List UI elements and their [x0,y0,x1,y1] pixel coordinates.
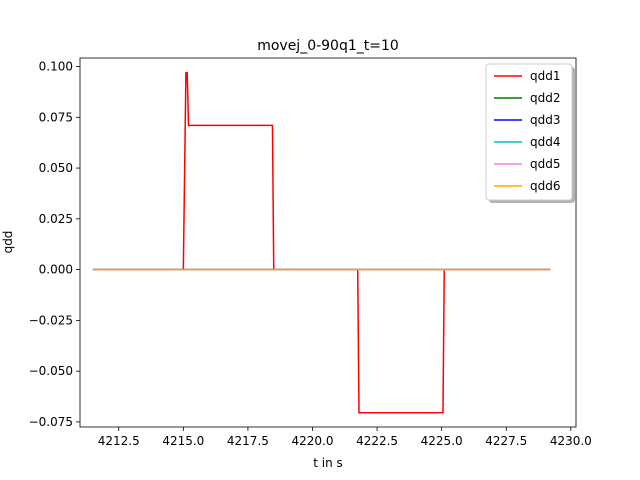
y-tick-label: 0.025 [39,212,73,226]
x-tick-label: 4222.5 [356,434,398,448]
x-axis: 4212.5 4215.0 4217.5 4220.0 4222.5 4225.0 4227… [98,427,592,448]
x-tick-label: 4215.0 [162,434,204,448]
y-tick-label: −0.075 [29,415,73,429]
legend-label-qdd4: qdd4 [530,135,561,149]
y-tick-label: 0.050 [39,161,73,175]
y-tick-label: 0.000 [39,263,73,277]
legend-label-qdd5: qdd5 [530,157,561,171]
x-axis-title: t in s [313,456,343,470]
x-tick-label: 4212.5 [98,434,140,448]
x-tick-label: 4227.5 [485,434,527,448]
y-axis-title: qdd [1,231,15,254]
y-axis: −0.075 −0.050 −0.025 0.000 0.025 0.050 0.075 0.… [29,60,80,429]
x-tick-label: 4217.5 [227,434,269,448]
legend-label-qdd1: qdd1 [530,69,561,83]
x-tick-label: 4220.0 [292,434,334,448]
series-layer [92,71,551,414]
legend-label-qdd2: qdd2 [530,91,561,105]
plot-area-frame [79,57,577,428]
y-tick-label: 0.075 [39,110,73,124]
y-tick-label: 0.100 [39,60,73,74]
x-tick-label: 4230.0 [550,434,592,448]
series-line-qdd1 [92,71,551,414]
y-tick-label: −0.025 [29,313,73,327]
legend-label-qdd6: qdd6 [530,179,561,193]
legend-label-qdd3: qdd3 [530,113,561,127]
chart-title: movej_0-90q1_t=10 [257,38,399,54]
y-tick-label: −0.050 [29,364,73,378]
x-tick-label: 4225.0 [421,434,463,448]
legend: qdd1 qdd2 qdd3 qdd4 qdd5 qdd6 [485,63,575,203]
